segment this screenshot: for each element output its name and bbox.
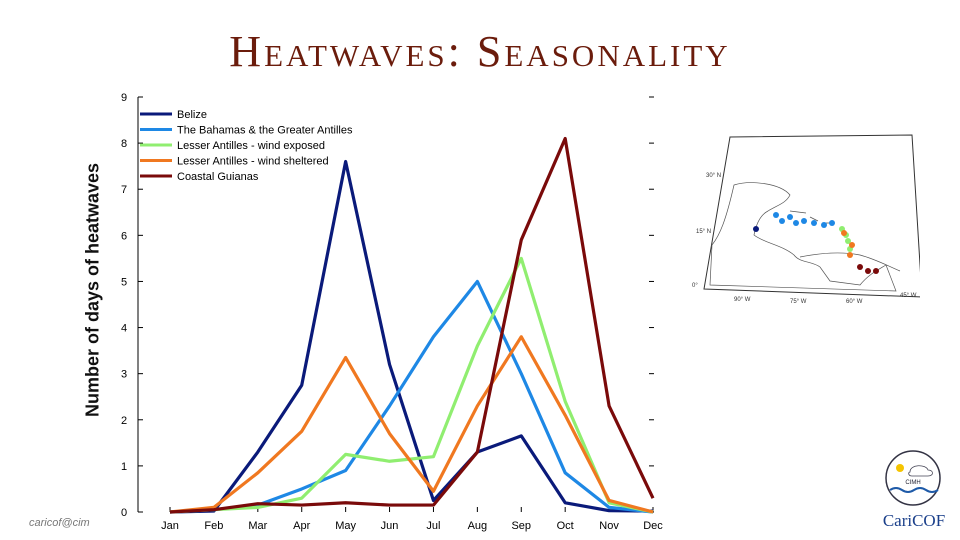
x-tick-label: Jan bbox=[161, 520, 179, 532]
y-tick-label: 4 bbox=[121, 323, 127, 335]
logo-waves-icon bbox=[889, 487, 939, 493]
legend-label: Lesser Antilles - wind sheltered bbox=[177, 156, 329, 168]
x-tick-label: Aug bbox=[468, 520, 488, 532]
y-tick-label: 3 bbox=[121, 369, 127, 381]
station-marker bbox=[787, 214, 793, 220]
station-marker bbox=[845, 238, 851, 244]
x-tick-label: Mar bbox=[248, 520, 267, 532]
station-marker bbox=[753, 226, 759, 232]
map-lon-label-45: 45° W bbox=[900, 293, 917, 299]
map-lon-label-60: 60° W bbox=[846, 299, 863, 305]
slide-title: Heatwaves: Seasonality bbox=[229, 27, 731, 76]
series-line-1 bbox=[169, 279, 654, 514]
map-stations bbox=[753, 212, 879, 274]
y-tick-label: 0 bbox=[121, 507, 127, 519]
map-lon-label-75: 75° W bbox=[790, 299, 807, 305]
x-tick-label: Oct bbox=[557, 520, 574, 532]
station-marker bbox=[821, 222, 827, 228]
legend-label: Coastal Guianas bbox=[177, 171, 259, 183]
legend-label: Belize bbox=[177, 109, 207, 121]
legend-label: Lesser Antilles - wind exposed bbox=[177, 140, 325, 152]
x-tick-label: Jul bbox=[426, 520, 440, 532]
y-tick-label: 5 bbox=[121, 276, 127, 288]
x-tick-label: Nov bbox=[599, 520, 619, 532]
chart-series-lines bbox=[169, 136, 655, 514]
station-marker bbox=[873, 268, 879, 274]
chart-legend: Belize The Bahamas & the Greater Antilles… bbox=[140, 109, 353, 183]
station-marker bbox=[849, 242, 855, 248]
logo-sun-icon bbox=[896, 464, 904, 472]
station-marker bbox=[865, 268, 871, 274]
series-line-4 bbox=[169, 136, 655, 514]
logo-org-text: CariCOF bbox=[883, 511, 945, 530]
logo-badge-text: CIMH bbox=[905, 480, 920, 486]
series-line-3 bbox=[169, 335, 654, 514]
x-tick-label: Dec bbox=[643, 520, 663, 532]
x-tick-label: May bbox=[335, 520, 356, 532]
map-land-north-america bbox=[709, 182, 897, 292]
station-marker bbox=[847, 252, 853, 258]
x-tick-label: Jun bbox=[381, 520, 399, 532]
station-marker bbox=[793, 220, 799, 226]
x-tick-label: Sep bbox=[511, 520, 531, 532]
footer-contact: caricof@cim bbox=[29, 517, 90, 529]
station-marker bbox=[841, 230, 847, 236]
y-tick-label: 2 bbox=[121, 415, 127, 427]
station-marker bbox=[779, 218, 785, 224]
map-lat-label-15: 15° N bbox=[696, 229, 711, 235]
chart-axes: 0 1 2 3 4 5 6 7 8 9 Jan Feb Mar Apr May Jun Jul Aug Sep Oct… bbox=[121, 92, 663, 532]
caricof-logo: CIMH CariCOF bbox=[883, 450, 945, 530]
map-lon-label-90: 90° W bbox=[734, 297, 751, 303]
legend-label: The Bahamas & the Greater Antilles bbox=[177, 125, 353, 137]
station-marker bbox=[801, 218, 807, 224]
station-marker bbox=[773, 212, 779, 218]
logo-cloud-icon bbox=[908, 465, 933, 477]
series-line-2 bbox=[169, 256, 654, 514]
caribbean-map: 30° N 15° N 0° 90° W 75° W 60° W 45° W bbox=[692, 134, 920, 305]
x-tick-label: Apr bbox=[293, 520, 310, 532]
y-tick-label: 1 bbox=[121, 461, 127, 473]
logo-badge-ring bbox=[885, 450, 941, 506]
x-tick-label: Feb bbox=[204, 520, 223, 532]
y-tick-label: 7 bbox=[121, 184, 127, 196]
station-marker bbox=[829, 220, 835, 226]
y-tick-label: 8 bbox=[121, 138, 127, 150]
map-lat-label-30: 30° N bbox=[706, 173, 721, 179]
station-marker bbox=[857, 264, 863, 270]
station-marker bbox=[811, 220, 817, 226]
series-line-0 bbox=[169, 159, 654, 514]
y-tick-label: 6 bbox=[121, 230, 127, 242]
y-tick-label: 9 bbox=[121, 92, 127, 104]
map-land-south-america bbox=[799, 252, 901, 272]
map-lat-label-0: 0° bbox=[692, 283, 698, 289]
